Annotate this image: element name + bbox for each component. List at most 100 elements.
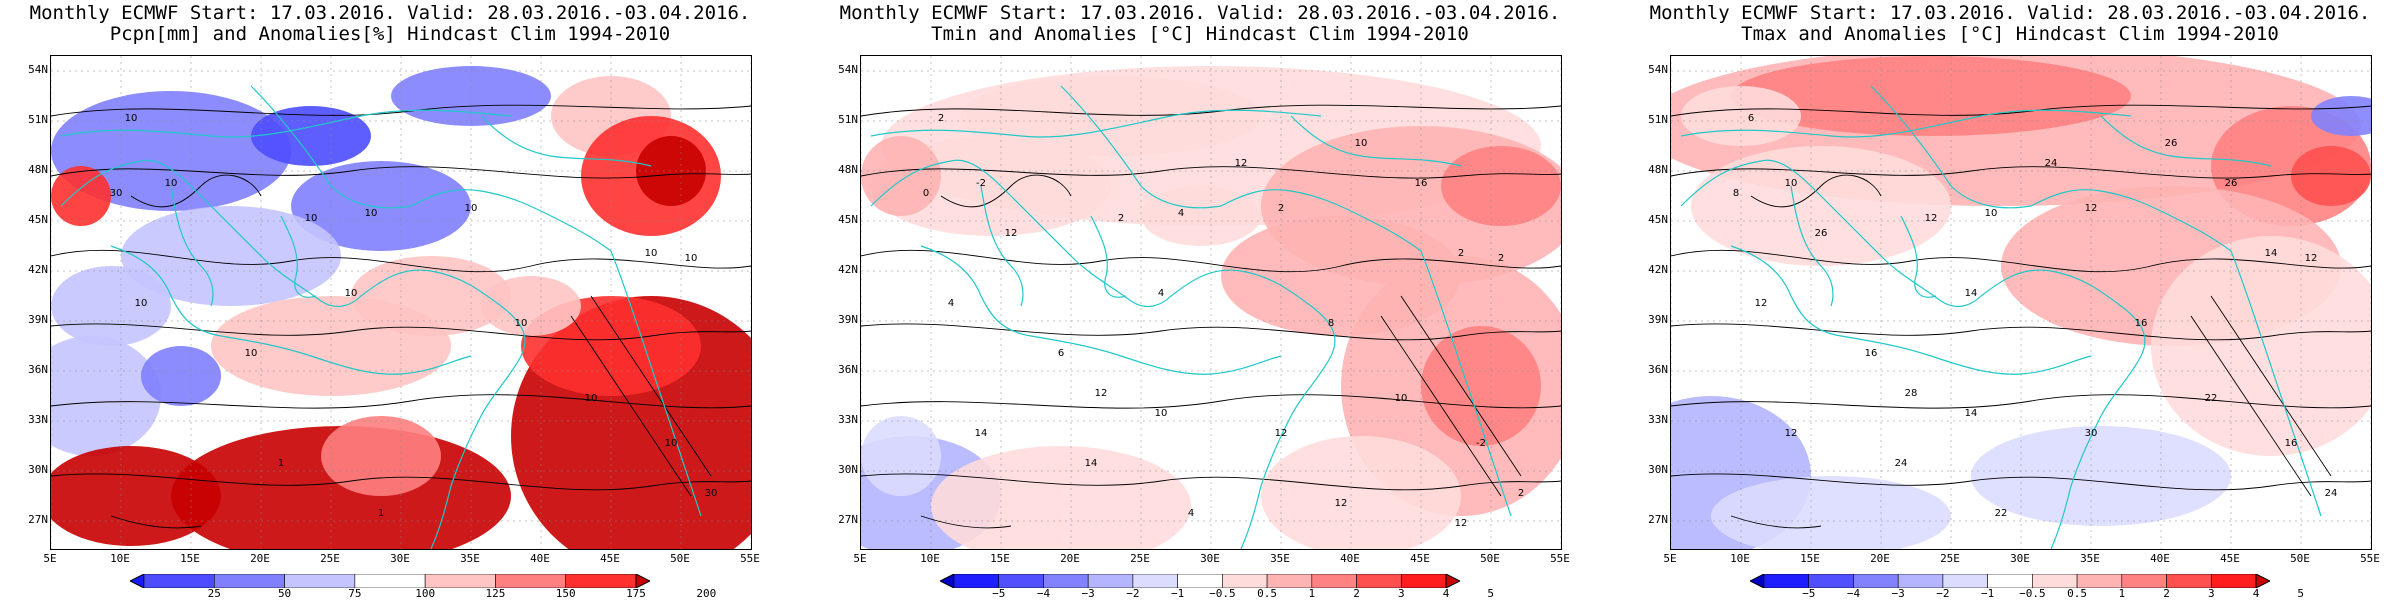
contour-label: 10 [365,208,378,219]
latitude-label: 54N [838,63,858,76]
colorbar-tick-label: −4 [1036,587,1051,600]
coastline [1870,85,2032,209]
latitude-label: 36N [28,363,48,376]
longitude-label: 35E [460,552,480,565]
contour-line [1380,315,1502,497]
longitude-label: 40E [1340,552,1360,565]
coastline [410,189,612,252]
coastline [1220,189,1422,252]
panel-title-line1: Monthly ECMWF Start: 17.03.2016. Valid: … [839,2,1561,24]
latitude-label: 54N [28,63,48,76]
colorbar-tick-label: 0.5 [1257,587,1278,600]
colorbar-tick-label: −0.5 [1209,587,1236,600]
coastline [1290,115,1462,167]
latitude-label: 42N [1648,263,1668,276]
colorbar-tick-label: 3 [1397,587,1405,600]
latitude-label: 51N [838,113,858,126]
tmin-colorbar [938,573,1462,589]
coastline [1790,185,1834,307]
anomaly-shading [2311,96,2371,136]
coastline [1060,85,1222,209]
longitude-label: 55E [1550,552,1570,565]
contour-label: 26 [2225,178,2238,189]
anomaly-shading [291,161,471,251]
contour-label: 10 [585,393,598,404]
colorbar-tick-label: 200 [696,587,717,600]
latitude-label: 30N [838,463,858,476]
colorbar-segment [2166,573,2212,589]
anomaly-shading [321,416,441,496]
anomaly-shading [51,336,161,456]
longitude-label: 50E [2290,552,2310,565]
anomaly-shading [1141,186,1261,246]
contour-line [861,323,1561,341]
colorbar-segment [1763,573,1810,589]
colorbar-tick-label: 100 [415,587,436,600]
longitude-label: 55E [740,552,760,565]
latitude-label: 45N [28,213,48,226]
colorbar-segment [143,573,215,589]
colorbar-segment [1132,573,1178,589]
contour-label: 10 [125,113,138,124]
contour-label: 10 [305,213,318,224]
contour-label: 8 [1328,318,1334,329]
colorbar-segment [2032,573,2078,589]
longitude-label: 30E [390,552,410,565]
contour-label: 30 [2085,428,2098,439]
contour-line [110,515,202,529]
anomaly-shading [1691,146,1951,266]
contour-label: 12 [1095,388,1108,399]
colorbar-tick-label: 0.5 [2067,587,2088,600]
latitude-label: 36N [1648,363,1668,376]
contour-label: 16 [1415,178,1428,189]
longitude-label: 20E [250,552,270,565]
precipitation-map-panel: Monthly ECMWF Start: 17.03.2016. Valid: … [0,0,780,600]
latitude-label: 48N [28,163,48,176]
tmin-map: 2 -2 0 2 4 2 2 2 4 4 6 8 10 14 -2 4 2 12 12 10 16 12 12 14 10 12 1… [860,55,1562,550]
contour-label: 12 [2085,203,2098,214]
coastline [60,159,526,549]
colorbar-segment [354,573,426,589]
longitude-label: 35E [2080,552,2100,565]
contour-line [51,394,751,409]
anomaly-shading [961,76,1261,156]
longitude-label: 25E [1940,552,1960,565]
contour-label: 4 [1178,208,1184,219]
contour-label: 2 [1278,203,1284,214]
contour-label: 2 [938,113,944,124]
contour-label: 10 [1985,208,1998,219]
colorbar-segment [1266,573,1313,589]
longitude-label: 15E [1800,552,1820,565]
contour-label: 10 [465,203,478,214]
contour-label: 12 [1235,158,1248,169]
coastline [2030,189,2232,252]
colorbar-tick-label: −1 [1981,587,1995,600]
colorbar-segment [284,573,356,589]
latitude-label: 27N [28,513,48,526]
contour-label: 4 [1158,288,1164,299]
contour-line [130,174,262,208]
colorbar-segment [1987,573,2033,589]
colorbar-segment [1177,573,1223,589]
colorbar-tick-label: 4 [1442,587,1450,600]
coastline [280,215,317,298]
contour-label: 10 [345,288,358,299]
longitude-label: 45E [2220,552,2240,565]
contour-label: 14 [975,428,988,439]
anomaly-shading [121,206,341,306]
latitude-label: 48N [838,163,858,176]
contour-label: 16 [2285,438,2298,449]
anomaly-shading [2151,236,2371,456]
colorbar-tick-label: −0.5 [2019,587,2046,600]
contour-label: 6 [1748,113,1754,124]
colorbar-tick-label: 3 [2207,587,2215,600]
contour-label: 22 [2205,393,2218,404]
contour-label: 10 [665,438,678,449]
colorbar-low-arrow [938,573,955,589]
colorbar-segment [2210,573,2257,589]
colorbar-tick-label: 50 [277,587,292,600]
anomaly-shading [391,66,551,126]
longitude-label: 55E [2360,552,2380,565]
contour-label: 14 [2265,248,2278,259]
tmin-map-panel: Monthly ECMWF Start: 17.03.2016. Valid: … [810,0,1590,600]
